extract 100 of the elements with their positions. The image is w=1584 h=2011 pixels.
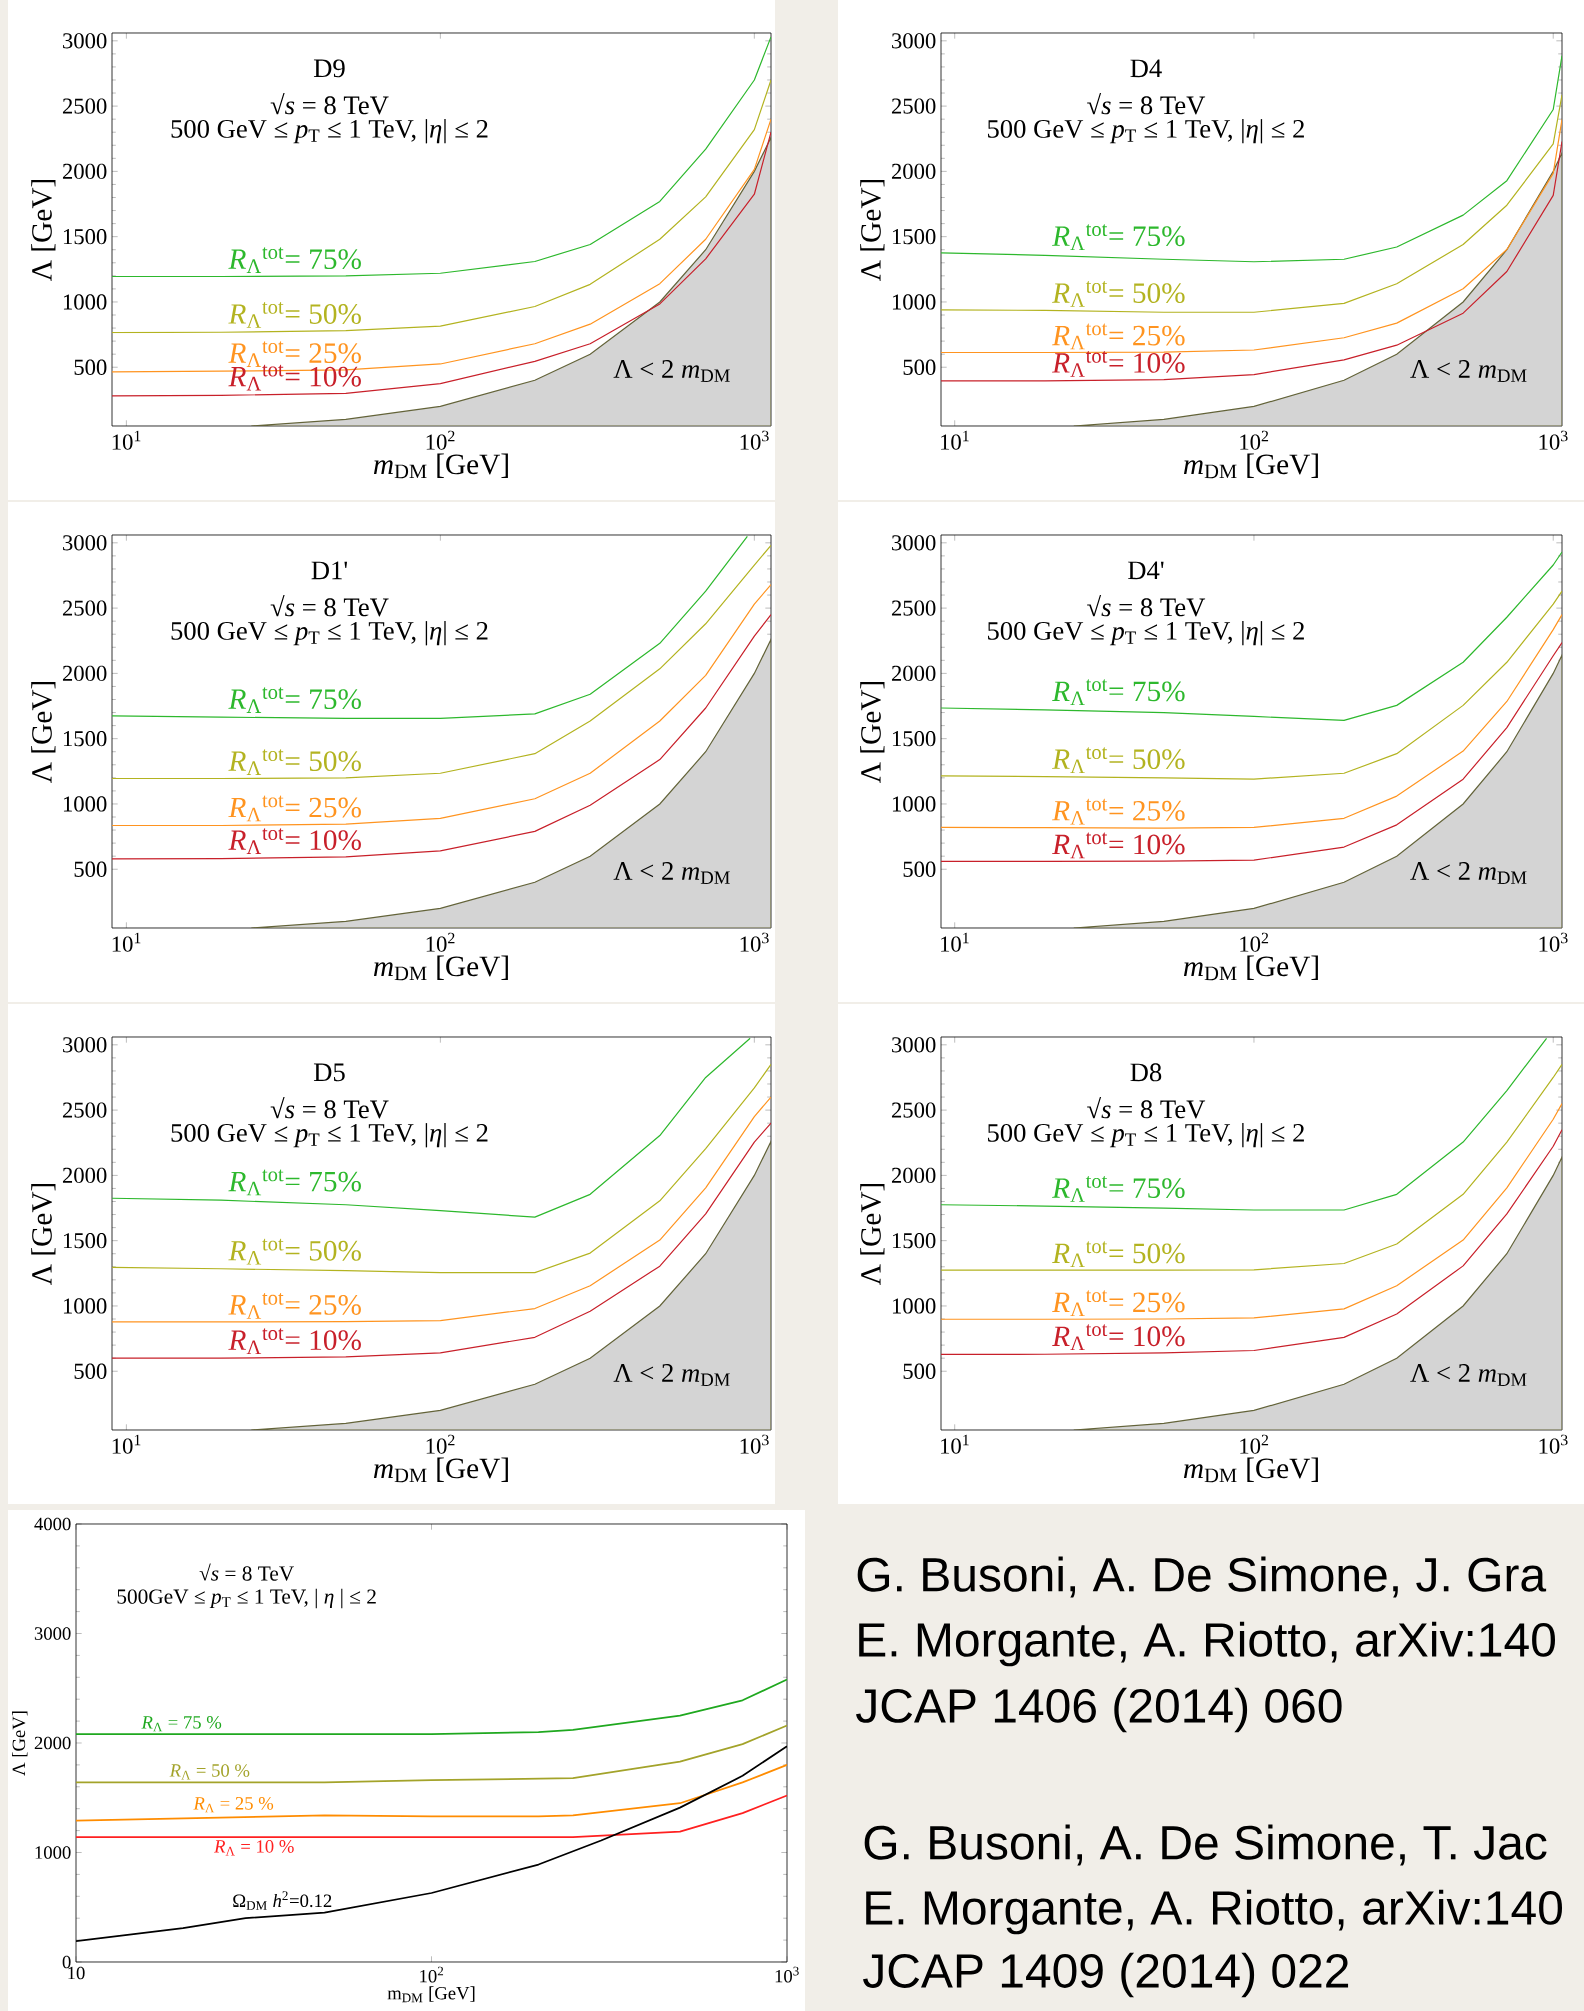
series-label: R$_{Λ}$$^{tot}$= 25%: [1052, 323, 1185, 350]
y-tick-label: 2000: [891, 163, 936, 180]
series-label: R$_{Λ}$$^{tot}$= 50%: [228, 302, 361, 328]
annotation: 500 GeV ≤ p$_{T}$ ≤ 1 TeV, |η| ≤ 2: [988, 119, 1304, 144]
x-axis-title: m$_{DM}$ [GeV]: [1183, 1457, 1318, 1483]
y-tick-label: 1500: [63, 1233, 107, 1249]
series-label: R$_{Λ}$ = 10 %: [213, 1840, 294, 1856]
series-label: R$_{Λ}$$^{tot}$= 75%: [228, 247, 361, 273]
annotation: Λ < 2 m$_{DM}$: [1410, 360, 1527, 382]
x-tick-label: 10$^{3}$: [740, 1434, 769, 1454]
annotation: Λ < 2 m$_{DM}$: [613, 360, 730, 382]
y-tick-label: 1500: [892, 731, 936, 747]
y-tick-label: 2000: [891, 1167, 936, 1184]
y-tick-label: 1000: [63, 796, 107, 812]
text: G. Busoni, A. De Simone, J. Gra: [857, 1556, 1547, 1598]
x-tick-label: 10$^{3}$: [740, 430, 769, 450]
y-tick-label: 1500: [63, 229, 107, 245]
series-label: R$_{Λ}$ = 50 %: [169, 1764, 250, 1780]
y-tick-label: 2000: [62, 665, 107, 682]
y-tick-label: 500: [74, 359, 107, 375]
y-tick-label: 1500: [63, 731, 107, 747]
y-tick-label: 1000: [892, 796, 936, 812]
series-label: R$_{Λ}$ = 25 %: [193, 1797, 274, 1813]
series-label: R$_{Λ}$$^{tot}$= 50%: [1052, 747, 1185, 773]
annotation: 500 GeV ≤ p$_{T}$ ≤ 1 TeV, |η| ≤ 2: [988, 1123, 1304, 1148]
text: D8: [1130, 1063, 1162, 1082]
annotation: √s = 8 TeV: [270, 92, 389, 115]
x-tick-label: 10$^{2}$: [426, 430, 455, 450]
y-tick-label: 2000: [891, 665, 936, 682]
y-tick-label: 1000: [63, 1298, 107, 1314]
text: JCAP 1409 (2014) 022: [863, 1952, 1349, 1998]
text: E. Morgante, A. Riotto, arXiv:140: [859, 1621, 1556, 1667]
y-tick-label: 2000: [62, 1167, 107, 1184]
series-label: R$_{Λ}$$^{tot}$= 25%: [228, 795, 361, 822]
y-tick-label: 2000: [62, 163, 107, 180]
x-axis-title: m$_{DM}$ [GeV]: [373, 453, 508, 479]
x-axis-title: m$_{DM}$ [GeV]: [1183, 453, 1318, 479]
annotation: 500 GeV ≤ p$_{T}$ ≤ 1 TeV, |η| ≤ 2: [171, 119, 488, 144]
series-label: R$_{Λ}$$^{tot}$= 50%: [1052, 1241, 1185, 1268]
series-label: R$_{Λ}$$^{tot}$= 10%: [1052, 350, 1185, 377]
annotation: 500GeV ≤ p$_{T}$ ≤ 1 TeV, | η | ≤ 2: [117, 1588, 376, 1609]
y-axis-title: Λ [GeV]: [31, 1183, 56, 1285]
annotation: Λ < 2 m$_{DM}$: [1410, 1364, 1527, 1386]
y-tick-label: 1500: [892, 1233, 936, 1249]
x-tick-label: 10$^{1}$: [941, 430, 969, 450]
y-tick-label: 3000: [63, 535, 107, 551]
annotation: √s = 8 TeV: [1087, 1096, 1206, 1119]
series-label: R$_{Λ}$$^{tot}$= 25%: [1052, 1290, 1185, 1317]
y-axis-title: Λ [GeV]: [860, 179, 885, 281]
x-tick-label: 10$^{1}$: [112, 1434, 141, 1454]
series-label: R$_{Λ}$$^{tot}$= 75%: [228, 1169, 361, 1196]
x-tick-label: 10$^{2}$: [426, 1434, 455, 1454]
y-tick-label: 2500: [62, 600, 107, 616]
y-tick-label: 2500: [891, 600, 936, 616]
series-label: R$_{Λ}$$^{tot}$= 50%: [228, 749, 361, 775]
series-label: R$_{Λ}$$^{tot}$= 10%: [228, 1328, 361, 1354]
y-tick-label: 500: [74, 1363, 107, 1379]
x-tick-label: 10$^{1}$: [941, 1434, 969, 1454]
annotation: 500 GeV ≤ p$_{T}$ ≤ 1 TeV, |η| ≤ 2: [171, 621, 488, 646]
x-tick-label: 10$^{3}$: [1539, 1434, 1568, 1454]
series-label: R$_{Λ}$$^{tot}$= 75%: [228, 687, 361, 713]
x-tick-label: 10$^{2}$: [426, 932, 455, 952]
annotation: √s = 8 TeV: [270, 1096, 389, 1119]
x-axis-title: m$_{DM}$ [GeV]: [373, 955, 508, 981]
y-tick-label: 2500: [891, 98, 936, 114]
annotation: 500 GeV ≤ p$_{T}$ ≤ 1 TeV, |η| ≤ 2: [988, 621, 1304, 646]
y-tick-label: 1000: [892, 294, 936, 310]
y-tick-label: 2500: [62, 1102, 107, 1118]
annotation: √s = 8 TeV: [1087, 594, 1206, 617]
x-tick-label: 10$^{3}$: [775, 1966, 799, 1983]
y-tick-label: 1000: [35, 1846, 71, 1859]
y-tick-label: 1000: [63, 294, 107, 310]
annotation: √s = 8 TeV: [270, 594, 389, 617]
text: D9: [313, 59, 345, 78]
series-label: R$_{Λ}$$^{tot}$= 75%: [1052, 224, 1185, 250]
x-tick-label: 10$^{3}$: [1539, 430, 1568, 450]
text: D4: [1130, 59, 1162, 78]
annotation: √s = 8 TeV: [199, 1563, 294, 1581]
x-tick-label: 10$^{2}$: [1240, 430, 1269, 450]
text: G. Busoni, A. De Simone, T. Jac: [864, 1824, 1547, 1866]
x-axis-title: m$_{DM}$ [GeV]: [387, 1986, 475, 2003]
series-label: R$_{Λ}$$^{tot}$= 10%: [1052, 832, 1185, 859]
series-label: R$_{Λ}$$^{tot}$= 75%: [1052, 679, 1185, 706]
series-label: R$_{Λ}$$^{tot}$= 10%: [228, 828, 361, 854]
x-tick-label: 10$^{2}$: [1240, 1434, 1269, 1454]
y-tick-label: 1500: [892, 229, 936, 245]
annotation: 500 GeV ≤ p$_{T}$ ≤ 1 TeV, |η| ≤ 2: [171, 1123, 488, 1148]
text: D1': [311, 561, 348, 580]
annotation: Λ < 2 m$_{DM}$: [1410, 862, 1527, 884]
series-label: R$_{Λ}$$^{tot}$= 25%: [1052, 798, 1185, 825]
text: D4': [1128, 561, 1164, 580]
y-tick-label: 500: [903, 1363, 936, 1379]
series-label: R$_{Λ}$$^{tot}$= 50%: [228, 1238, 361, 1265]
y-axis-title: Λ [GeV]: [31, 681, 56, 783]
y-tick-label: 2500: [62, 98, 107, 114]
y-tick-label: 3000: [892, 1037, 936, 1053]
series-label: R$_{Λ}$ = 75 %: [141, 1716, 222, 1732]
y-tick-label: 1000: [892, 1298, 936, 1314]
x-tick-label: 10$^{1}$: [941, 932, 969, 952]
y-tick-label: 500: [903, 359, 936, 375]
